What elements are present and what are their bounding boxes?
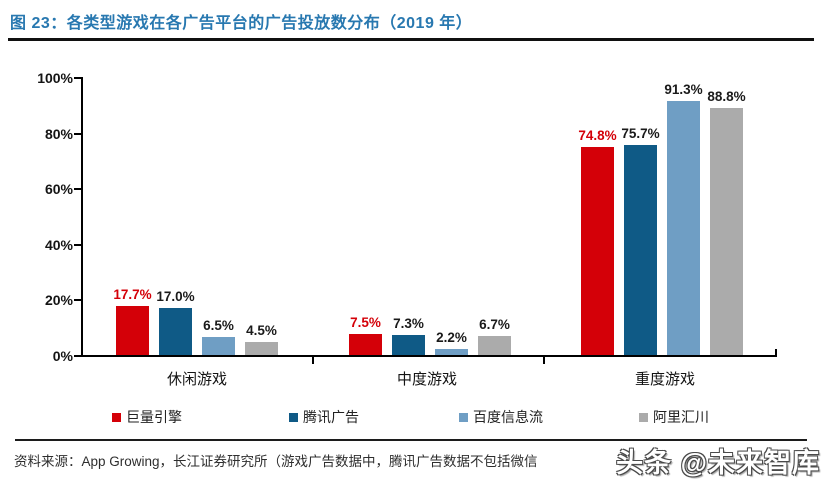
bar bbox=[245, 342, 278, 355]
y-axis-tick bbox=[74, 132, 81, 135]
bar-value-label: 4.5% bbox=[246, 323, 277, 339]
bar-value-label: 17.0% bbox=[156, 288, 195, 304]
bar bbox=[478, 336, 511, 355]
bar-value-label: 91.3% bbox=[664, 82, 703, 98]
bar bbox=[392, 334, 425, 355]
bar bbox=[667, 101, 700, 355]
legend-item: 百度信息流 bbox=[459, 407, 543, 427]
bar bbox=[624, 144, 657, 355]
bar bbox=[202, 336, 235, 355]
legend-swatch bbox=[112, 412, 121, 422]
bar bbox=[435, 348, 468, 355]
bar-value-label: 6.7% bbox=[479, 317, 510, 333]
y-tick-label: 20% bbox=[44, 292, 73, 309]
y-axis bbox=[81, 77, 83, 357]
legend-label: 阿里汇川 bbox=[653, 409, 709, 425]
y-axis-tick bbox=[74, 299, 81, 302]
bar-value-label: 7.5% bbox=[350, 315, 381, 331]
y-tick-label: 40% bbox=[44, 236, 73, 253]
source-note: 资料来源：App Growing，长江证券研究所（游戏广告数据中，腾讯广告数据不… bbox=[14, 454, 538, 469]
bar-value-label: 2.2% bbox=[436, 329, 467, 345]
bar bbox=[116, 305, 149, 355]
bar bbox=[349, 334, 382, 355]
legend-label: 百度信息流 bbox=[473, 409, 543, 425]
title-divider-rule bbox=[8, 38, 814, 41]
x-axis-end-tick bbox=[775, 349, 777, 357]
footer-divider-rule bbox=[15, 439, 807, 441]
y-axis-tick bbox=[74, 188, 81, 191]
legend-swatch bbox=[639, 412, 648, 422]
bar bbox=[710, 108, 743, 355]
legend-swatch bbox=[459, 412, 468, 422]
y-tick-label: 60% bbox=[44, 181, 73, 198]
legend-item: 腾讯广告 bbox=[289, 407, 359, 427]
bar-value-label: 7.3% bbox=[393, 315, 424, 331]
legend-label: 巨量引擎 bbox=[126, 409, 182, 425]
legend-swatch bbox=[289, 412, 298, 422]
y-axis-tick bbox=[74, 243, 81, 246]
y-axis-tick bbox=[74, 77, 81, 79]
bar-value-label: 75.7% bbox=[621, 125, 660, 141]
y-tick-label: 80% bbox=[44, 125, 73, 142]
legend-item: 阿里汇川 bbox=[639, 407, 709, 427]
watermark: 头条 @未来智库 bbox=[616, 448, 820, 478]
legend-label: 腾讯广告 bbox=[303, 409, 359, 425]
y-tick-label: 0% bbox=[52, 348, 73, 364]
bar-value-label: 17.7% bbox=[113, 286, 152, 302]
bar bbox=[581, 147, 614, 355]
x-axis bbox=[81, 355, 777, 357]
category-label: 重度游戏 bbox=[634, 371, 696, 388]
bar-value-label: 6.5% bbox=[203, 317, 234, 333]
y-tick-label: 100% bbox=[37, 70, 73, 86]
x-axis-tick bbox=[312, 357, 314, 364]
figure-title: 图 23：各类型游戏在各广告平台的广告投放数分布（2019 年） bbox=[10, 15, 473, 32]
bar bbox=[159, 307, 192, 355]
bar-value-label: 74.8% bbox=[578, 128, 617, 144]
x-axis-tick bbox=[543, 357, 545, 364]
y-axis-tick bbox=[74, 355, 81, 357]
legend-item: 巨量引擎 bbox=[112, 407, 182, 427]
category-label: 中度游戏 bbox=[396, 371, 458, 388]
bar-value-label: 88.8% bbox=[707, 89, 746, 105]
category-label: 休闲游戏 bbox=[166, 371, 228, 388]
